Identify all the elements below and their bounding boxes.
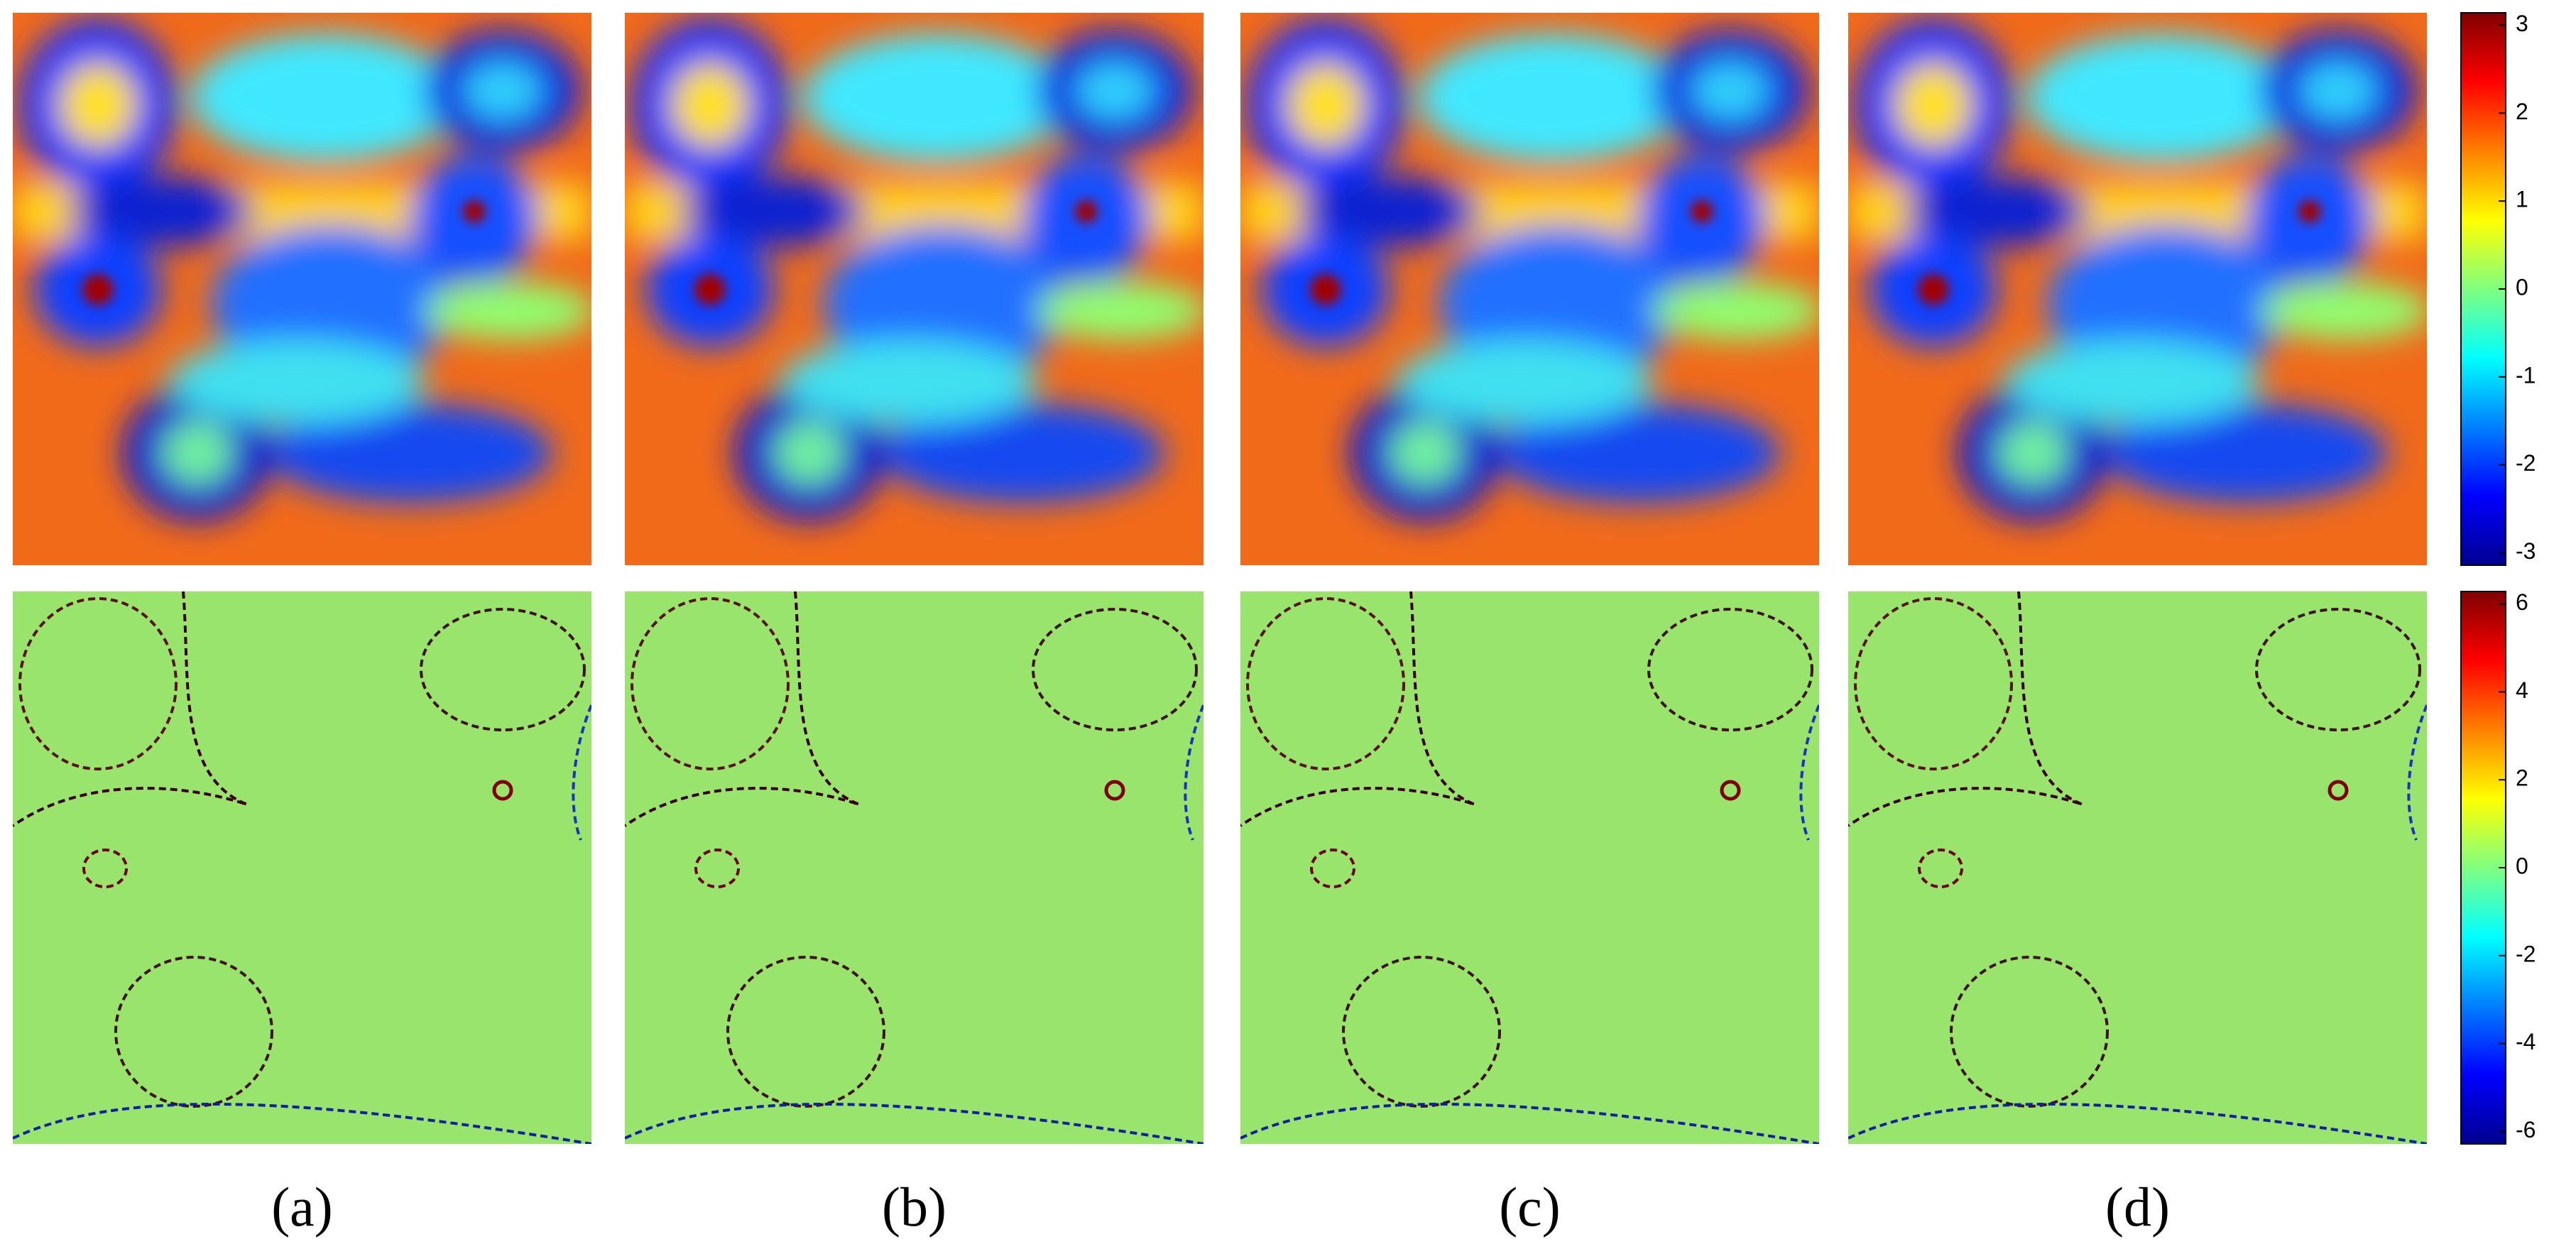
colorbar-tick-label: 4 — [2516, 677, 2528, 703]
phase-map — [1848, 13, 2430, 565]
panel-label: (c) — [1499, 1176, 1561, 1238]
colorbars: -3 -2 -1 0 1 2 3 -6 -4 -2 0 2 4 6 — [2460, 11, 2536, 1145]
colorbar-tick-label: 0 — [2516, 274, 2528, 300]
error-map — [1240, 591, 1819, 1144]
panel-grid: (a) (b) (c) (d) — [13, 13, 2430, 1238]
colorbar-tick-label: 1 — [2516, 187, 2528, 212]
colorbar-tick-label: -6 — [2516, 1117, 2536, 1142]
colorbar-tick-label: -2 — [2516, 450, 2536, 476]
colorbar-tick-label: 0 — [2516, 853, 2528, 878]
phase-map — [625, 13, 1207, 565]
phase-map — [13, 13, 595, 565]
colorbar-tick-label: 2 — [2516, 99, 2528, 124]
panel-label: (d) — [2105, 1176, 2170, 1238]
error-map — [1848, 591, 2427, 1144]
colorbar-tick-label: -4 — [2516, 1029, 2536, 1054]
colorbar — [2460, 591, 2506, 1145]
colorbar — [2460, 12, 2506, 566]
panel-label: (b) — [882, 1176, 946, 1238]
colorbar-tick-label: -3 — [2516, 538, 2536, 564]
error-map — [13, 591, 591, 1144]
colorbar-tick-label: 2 — [2516, 765, 2528, 791]
colorbar-tick-label: -1 — [2516, 362, 2536, 388]
colorbar-tick-label: 3 — [2516, 11, 2528, 36]
colorbar-tick-label: 6 — [2516, 589, 2528, 615]
phase-map — [1240, 13, 1823, 565]
panel-label: (a) — [271, 1176, 333, 1238]
error-map — [625, 591, 1204, 1144]
colorbar-tick-label: -2 — [2516, 941, 2536, 966]
